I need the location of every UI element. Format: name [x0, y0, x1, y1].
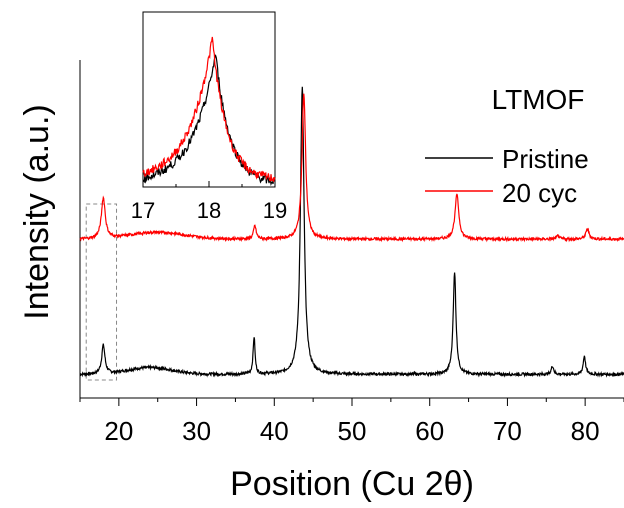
x-tick-label: 60: [415, 416, 444, 446]
x-tick-label: 20: [104, 416, 133, 446]
inset-x-tick-labels: 17 18 19: [131, 198, 287, 223]
x-tick-labels: 20 30 40 50 60 70 80: [104, 416, 599, 446]
inset-x-tick-label: 19: [263, 198, 287, 223]
chart-title: LTMOF: [492, 84, 585, 115]
main-axes: 20 30 40 50 60 70 80: [79, 60, 624, 446]
inset-frame: [142, 11, 276, 188]
legend-label-pristine: Pristine: [502, 144, 589, 174]
inset-region-box: [85, 203, 118, 381]
inset: 17 18 19: [131, 11, 287, 223]
x-tick-label: 40: [260, 416, 289, 446]
inset-series-line-1: [142, 36, 276, 182]
series-line-0: [79, 86, 624, 378]
inset-x-ticks: [142, 181, 276, 187]
series-line-1: [79, 93, 624, 243]
x-ticks: [79, 398, 624, 406]
legend: Pristine 20 cyc: [425, 144, 589, 208]
x-tick-label: 30: [182, 416, 211, 446]
legend-label-20cyc: 20 cyc: [502, 178, 577, 208]
inset-x-tick-label: 17: [131, 198, 155, 223]
inset-x-tick-label: 18: [197, 198, 221, 223]
x-tick-label: 70: [493, 416, 522, 446]
x-tick-label: 50: [338, 416, 367, 446]
x-axis-label: Position (Cu 2θ): [230, 465, 474, 503]
y-axis-label: Intensity (a.u.): [18, 104, 56, 319]
series-group: [79, 86, 624, 378]
x-tick-label: 80: [571, 416, 600, 446]
inset-series-group: [142, 36, 276, 187]
